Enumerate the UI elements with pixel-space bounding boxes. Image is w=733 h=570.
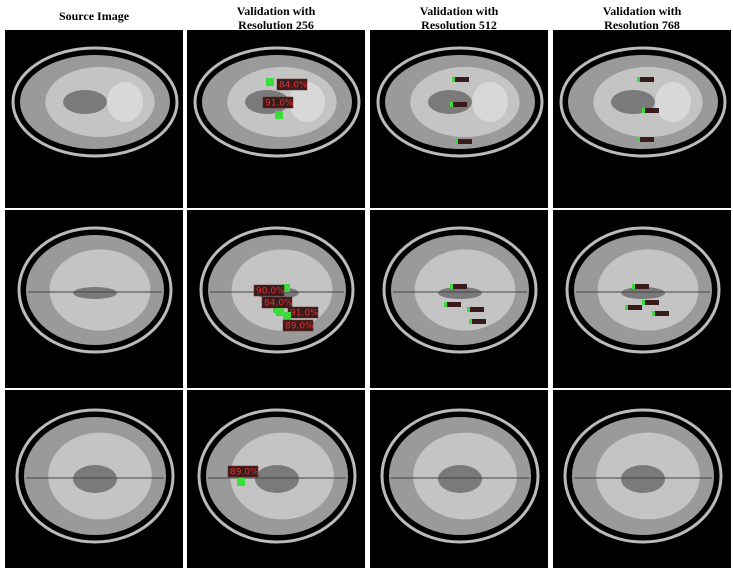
mri-panel <box>553 210 731 388</box>
ventricle <box>73 465 117 493</box>
structure <box>655 82 691 122</box>
skull <box>565 226 721 354</box>
detection-marker <box>266 78 274 86</box>
label-box <box>640 77 654 82</box>
skull <box>382 226 538 354</box>
mri-panel <box>370 210 548 388</box>
detection-label: 89.0% <box>230 468 259 478</box>
label-box <box>453 284 467 289</box>
label-box <box>227 465 259 478</box>
column-header: Validation with Resolution 768 <box>602 4 682 32</box>
mri-panel <box>553 390 731 568</box>
label-box <box>645 108 659 113</box>
detection-marker <box>455 139 460 144</box>
ventricle <box>73 287 117 299</box>
detection-label: 90.0% <box>256 287 285 297</box>
skull <box>376 46 544 158</box>
mri-panel <box>553 30 731 208</box>
detection-marker <box>637 77 642 82</box>
label-box <box>655 311 669 316</box>
detection-marker <box>283 312 291 320</box>
mri-panel <box>5 30 183 208</box>
detection-marker <box>469 319 474 324</box>
label-box <box>282 319 314 332</box>
label-box <box>628 305 642 310</box>
skull <box>380 408 540 544</box>
label-box <box>470 307 484 312</box>
detection-marker <box>642 108 647 113</box>
skull <box>193 46 361 158</box>
label-box <box>276 78 308 91</box>
label-box <box>262 96 294 109</box>
label-box <box>455 77 469 82</box>
mri-panel <box>5 210 183 388</box>
label-box <box>640 137 654 142</box>
detection-marker <box>637 137 642 142</box>
detection-marker <box>450 284 455 289</box>
label-box <box>447 302 461 307</box>
detection-label: 84.0% <box>264 299 293 309</box>
structure <box>472 82 508 122</box>
mri-panel <box>187 30 365 208</box>
detection-marker <box>276 308 284 316</box>
label-box <box>458 139 472 144</box>
label-box <box>453 102 467 107</box>
column-header: Validation with Resolution 512 <box>419 4 499 32</box>
structure <box>107 82 143 122</box>
label-box <box>472 319 486 324</box>
detection-marker <box>275 111 283 119</box>
detection-marker <box>450 102 455 107</box>
label-box <box>645 300 659 305</box>
structure <box>289 82 325 122</box>
detection-marker <box>652 311 657 316</box>
detection-marker <box>237 478 245 486</box>
mri-panel <box>370 30 548 208</box>
detection-marker <box>444 302 449 307</box>
detection-marker <box>642 300 647 305</box>
skull <box>199 226 355 354</box>
ventricle <box>621 465 665 493</box>
detection-marker <box>282 284 290 292</box>
column-header: Source Image <box>58 9 130 23</box>
skull <box>17 226 173 354</box>
detection-label: 91.0% <box>290 309 319 319</box>
label-box <box>635 284 649 289</box>
ventricle <box>255 465 299 493</box>
detection-marker <box>452 77 457 82</box>
detection-label: 84.0% <box>279 81 308 91</box>
mri-panel <box>370 390 548 568</box>
skull <box>559 46 727 158</box>
skull <box>197 408 357 544</box>
detection-marker <box>467 307 472 312</box>
ventricle <box>621 287 665 299</box>
label-box <box>253 284 285 297</box>
structure <box>63 90 107 114</box>
skull <box>15 408 175 544</box>
ventricle <box>438 287 482 299</box>
ventricle <box>438 465 482 493</box>
column-header: Validation with Resolution 256 <box>236 4 316 32</box>
detection-marker <box>625 305 630 310</box>
detection-label: 91.0% <box>265 99 294 109</box>
mri-panel <box>5 390 183 568</box>
skull <box>11 46 179 158</box>
detection-label: 89.0% <box>285 322 314 332</box>
detection-marker <box>632 284 637 289</box>
skull <box>563 408 723 544</box>
mri-panel <box>187 390 365 568</box>
